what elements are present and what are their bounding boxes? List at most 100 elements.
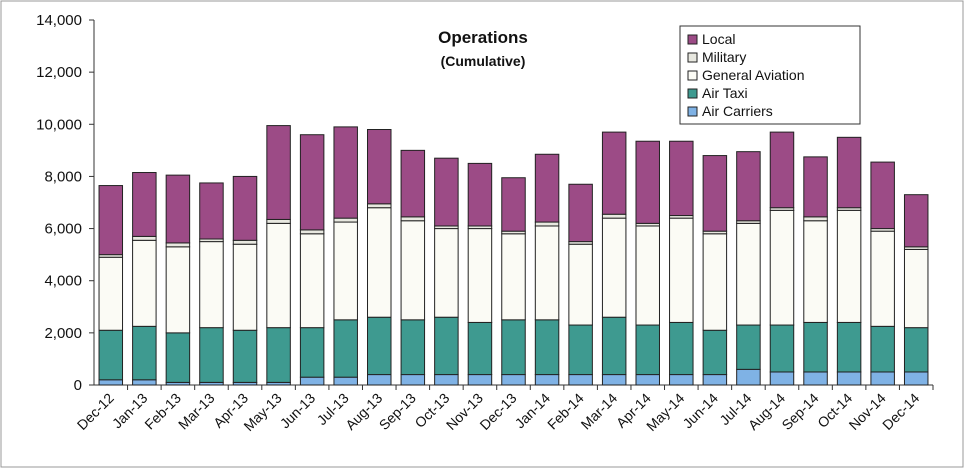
bar-segment-military <box>333 217 358 223</box>
bar-segment-air-taxi <box>702 329 728 376</box>
bar-segment-general-aviation <box>132 239 157 327</box>
bar-segment-air-taxi <box>333 319 358 378</box>
bar-segment-general-aviation <box>434 228 459 318</box>
bar-segment-local <box>165 174 191 244</box>
legend-swatch-military <box>687 52 698 63</box>
bar-segment-general-aviation <box>299 233 325 329</box>
bar-segment-air-taxi <box>232 329 258 383</box>
y-tick-label: 10,000 <box>36 116 82 133</box>
bar-segment-air-taxi <box>903 327 929 373</box>
bar-segment-local <box>803 156 828 218</box>
bar-segment-general-aviation <box>601 217 627 318</box>
bar-segment-air-taxi <box>501 319 526 376</box>
legend-box <box>679 25 861 125</box>
bar-segment-air-taxi <box>601 316 627 376</box>
bar-segment-air-taxi <box>434 316 459 376</box>
bar-segment-local <box>333 126 358 219</box>
bar-segment-military <box>132 235 157 241</box>
bar-segment-military <box>534 221 560 227</box>
bar-segment-local <box>501 177 526 232</box>
bar-segment-general-aviation <box>702 233 728 331</box>
bar-segment-military <box>299 229 325 235</box>
bar-segment-local <box>367 129 392 205</box>
bar-segment-military <box>400 216 426 222</box>
bar-segment-general-aviation <box>736 222 761 326</box>
y-tick-label: 0 <box>74 377 82 394</box>
bar-segment-local <box>702 155 728 232</box>
bar-segment-air-carriers <box>568 374 593 386</box>
bar-segment-local <box>836 136 862 209</box>
y-tick-label: 4,000 <box>44 273 82 290</box>
y-tick-label: 14,000 <box>36 12 82 29</box>
bar-segment-local <box>769 131 795 209</box>
bar-segment-air-carriers <box>132 379 157 386</box>
bar-segment-general-aviation <box>903 248 929 329</box>
bar-segment-general-aviation <box>400 220 426 321</box>
bar-segment-general-aviation <box>467 228 493 323</box>
bar-segment-local <box>299 134 325 231</box>
bar-segment-local <box>568 183 593 243</box>
bar-segment-military <box>803 216 828 222</box>
bar-segment-air-taxi <box>98 329 124 381</box>
bar-segment-general-aviation <box>803 220 828 323</box>
y-tick-label: 2,000 <box>44 325 82 342</box>
bar-segment-general-aviation <box>367 207 392 318</box>
bar-segment-air-taxi <box>736 324 761 370</box>
bar-segment-air-taxi <box>132 325 157 381</box>
bar-segment-general-aviation <box>635 225 660 326</box>
bar-segment-air-carriers <box>400 374 426 386</box>
bar-segment-local <box>467 162 493 227</box>
bar-segment-military <box>165 242 191 248</box>
bar-segment-general-aviation <box>870 230 895 327</box>
legend: Local Military General Aviation Air Taxi Air… <box>679 25 861 125</box>
bar-segment-local <box>132 172 157 237</box>
bar-segment-air-carriers <box>501 374 526 386</box>
bar-segment-general-aviation <box>534 225 560 321</box>
bar-segment-general-aviation <box>98 256 124 331</box>
bar-segment-military <box>367 203 392 209</box>
bar-segment-air-taxi <box>568 324 593 376</box>
bar-segment-general-aviation <box>769 209 795 326</box>
bar-segment-air-taxi <box>367 316 392 376</box>
bar-segment-general-aviation <box>568 243 593 326</box>
bar-segment-air-carriers <box>769 371 795 386</box>
bar-segment-air-taxi <box>467 321 493 376</box>
bar-segment-local <box>199 182 224 240</box>
bar-segment-local <box>601 131 627 215</box>
legend-swatch-air-carriers <box>687 106 698 117</box>
bar-segment-air-taxi <box>400 319 426 376</box>
bar-segment-local <box>434 157 459 227</box>
bar-segment-local <box>903 194 929 248</box>
legend-swatch-general-aviation <box>687 70 698 81</box>
y-tick-label: 8,000 <box>44 168 82 185</box>
bar-segment-air-carriers <box>434 374 459 386</box>
bar-segment-air-taxi <box>803 321 828 373</box>
bar-segment-air-taxi <box>165 332 191 383</box>
chart-subtitle: (Cumulative) <box>441 53 526 69</box>
legend-label: General Aviation <box>702 67 804 83</box>
bar-segment-air-carriers <box>467 374 493 386</box>
bar-segment-general-aviation <box>501 233 526 321</box>
bar-segment-local <box>635 140 660 224</box>
bar-segment-general-aviation <box>669 217 694 323</box>
bar-segment-air-taxi <box>534 319 560 376</box>
legend-label: Local <box>702 31 735 47</box>
bar-segment-local <box>669 140 694 217</box>
bar-segment-general-aviation <box>836 209 862 323</box>
bar-segment-air-taxi <box>635 324 660 376</box>
bar-segment-air-carriers <box>870 371 895 386</box>
bar-segment-air-carriers <box>299 376 325 386</box>
bar-segment-air-taxi <box>836 321 862 373</box>
bar-segment-air-taxi <box>870 325 895 373</box>
legend-label: Military <box>702 49 746 65</box>
bar-segment-air-taxi <box>769 324 795 373</box>
bar-segment-general-aviation <box>266 222 291 329</box>
bar-segment-general-aviation <box>333 221 358 321</box>
bar-segment-military <box>232 239 258 245</box>
bar-segment-general-aviation <box>199 241 224 329</box>
bar-segment-air-carriers <box>836 371 862 386</box>
bar-segment-air-carriers <box>333 376 358 386</box>
legend-swatch-air-taxi <box>687 88 698 99</box>
bar-segment-air-carriers <box>367 374 392 386</box>
